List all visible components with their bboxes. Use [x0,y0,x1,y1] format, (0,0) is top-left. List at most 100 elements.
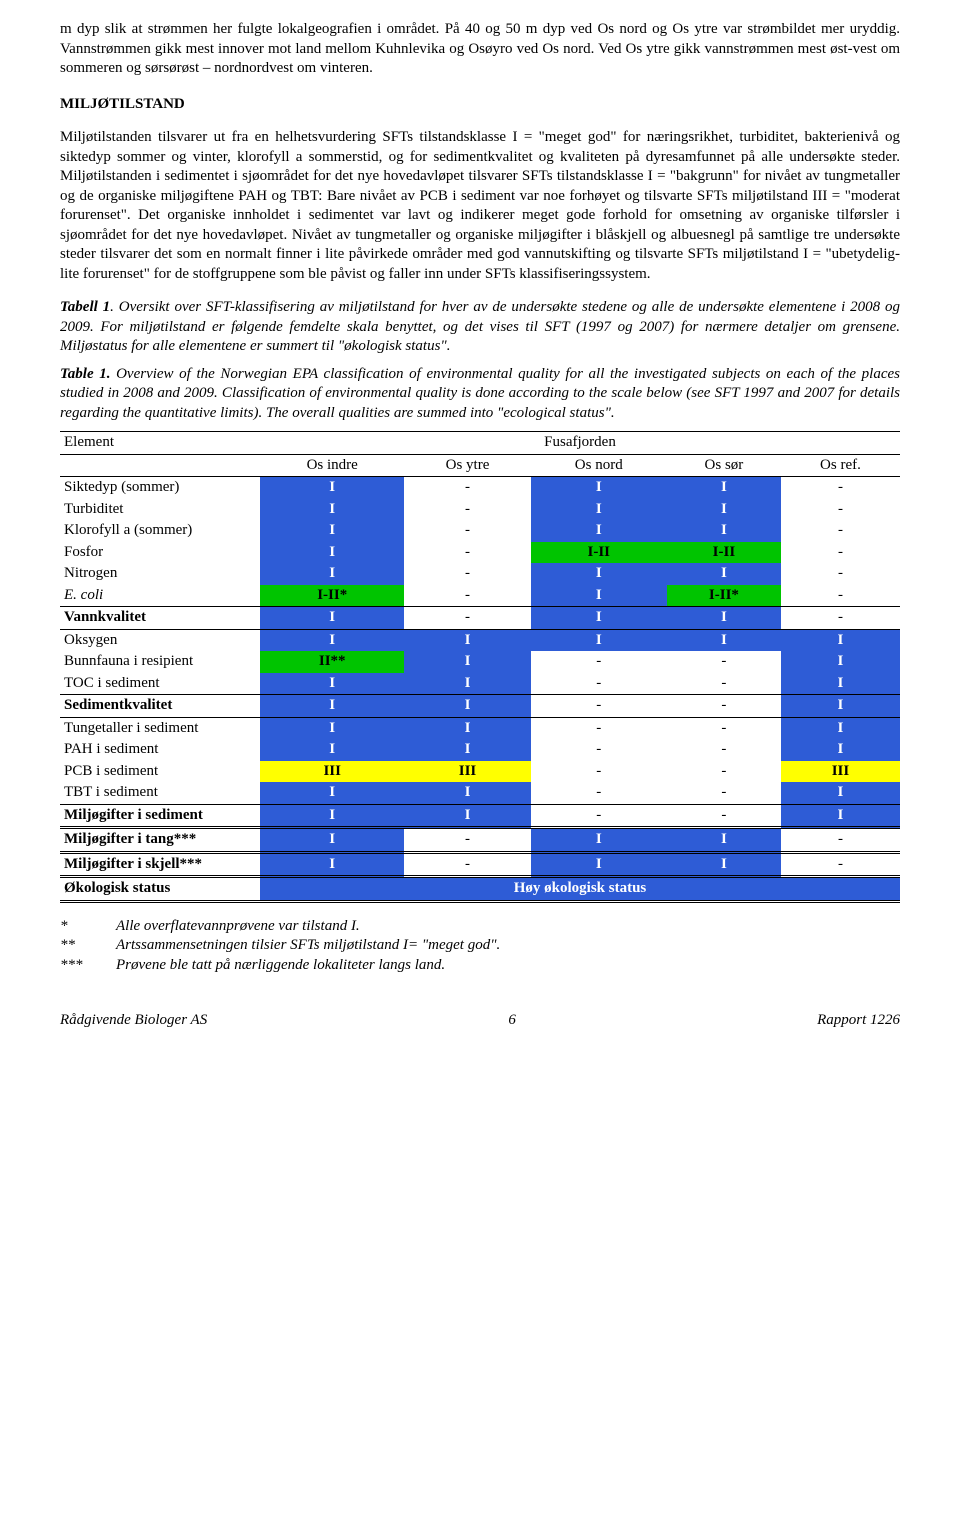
table-row: Bunnfauna i resipientII**I--I [60,651,900,673]
table-cell: I [260,629,404,651]
table-row: Miljøgifter i skjell***I-II- [60,852,900,877]
table-cell: - [531,782,667,804]
row-label: Vannkvalitet [60,607,260,630]
table-cell: I [260,804,404,828]
table-cell: - [667,673,781,695]
footnote-row: * Alle overflatevannprøvene var tilstand… [60,917,900,937]
table-cell: III [260,761,404,783]
table-cell: I [260,520,404,542]
table-cell: - [531,717,667,739]
table-cell: I [667,499,781,521]
page-footer: Rådgivende Biologer AS 6 Rapport 1226 [60,1011,900,1031]
table-cell: - [404,585,530,607]
table-cell: I [260,695,404,718]
footer-right: Rapport 1226 [817,1011,900,1031]
table-cell: I [260,852,404,877]
row-label: Turbiditet [60,499,260,521]
table-cell: - [404,542,530,564]
table-header: Element Fusafjorden [60,432,900,455]
table-cell: - [781,852,900,877]
row-label: PCB i sediment [60,761,260,783]
table-cell: - [404,607,530,630]
table-cell: - [404,499,530,521]
table-cell: I [667,607,781,630]
footnote-mark: *** [60,956,116,976]
table-cell: - [781,607,900,630]
table-cell: I [781,695,900,718]
table-row: VannkvalitetI-II- [60,607,900,630]
table-cell: I [260,477,404,499]
element-header: Element [60,432,260,455]
col-header: Os sør [667,454,781,477]
table-cell: I [781,629,900,651]
table-cell: I [667,563,781,585]
section-heading: MILJØTILSTAND [60,95,900,115]
table-cell: I [404,695,530,718]
caption-lead-en: Table 1. [60,366,110,382]
table-row: PCB i sedimentIIIIII--III [60,761,900,783]
table-cell: I [260,828,404,853]
footnotes: * Alle overflatevannprøvene var tilstand… [60,917,900,976]
table-cell: I [781,651,900,673]
table-cell: I [260,739,404,761]
table-cell: I [531,828,667,853]
footer-left: Rådgivende Biologer AS [60,1011,207,1031]
table-cell: I [260,499,404,521]
caption-norwegian: Tabell 1. Oversikt over SFT-klassifiseri… [60,298,900,357]
table-cell: I [781,673,900,695]
table-cell: - [781,542,900,564]
table-cell: I [531,585,667,607]
table-cell: - [781,563,900,585]
table-cell: I [531,563,667,585]
table-row: Tungetaller i sedimentII--I [60,717,900,739]
table-cell: I [531,520,667,542]
table-cell: I [260,673,404,695]
table-cell: I [781,804,900,828]
table-cell: I [667,852,781,877]
table-cell: I [781,717,900,739]
final-row: Økologisk status Høy økologisk status [60,877,900,902]
table-cell: - [781,477,900,499]
footnote-text: Alle overflatevannprøvene var tilstand I… [116,917,360,937]
table-cell: - [781,828,900,853]
intro-paragraph: m dyp slik at strømmen her fulgte lokalg… [60,20,900,79]
table-cell: - [667,804,781,828]
table-cell: - [531,695,667,718]
table-cell: I [667,828,781,853]
table-row: Siktedyp (sommer)I-II- [60,477,900,499]
table-cell: II** [260,651,404,673]
row-label: Tungetaller i sediment [60,717,260,739]
col-header: Os indre [260,454,404,477]
table-cell: I [531,499,667,521]
table-row: FosforI-I-III-II- [60,542,900,564]
row-label: Sedimentkvalitet [60,695,260,718]
row-label: Siktedyp (sommer) [60,477,260,499]
table-row: PAH i sedimentII--I [60,739,900,761]
table-cell: - [667,782,781,804]
table-cell: I [404,739,530,761]
row-label: Miljøgifter i skjell*** [60,852,260,877]
table-cell: - [667,695,781,718]
table-cell: I [404,673,530,695]
table-cell: I [404,782,530,804]
table-row: TOC i sedimentII--I [60,673,900,695]
row-label: TBT i sediment [60,782,260,804]
row-label: Bunnfauna i resipient [60,651,260,673]
row-label: Nitrogen [60,563,260,585]
environmental-table: Element FusafjordenOs indreOs ytreOs nor… [60,431,900,903]
col-header: Os nord [531,454,667,477]
table-cell: I [781,739,900,761]
footnote-row: ** Artssammensetningen tilsier SFTs milj… [60,936,900,956]
table-row: Miljøgifter i sedimentII--I [60,804,900,828]
table-cell: - [781,585,900,607]
table-cell: I-II [667,542,781,564]
table-cell: - [667,651,781,673]
table-row: E. coliI-II*-II-II*- [60,585,900,607]
row-label: PAH i sediment [60,739,260,761]
table-cell: - [667,739,781,761]
row-label: Oksygen [60,629,260,651]
table-cell: I [781,782,900,804]
table-row: NitrogenI-II- [60,563,900,585]
row-label: E. coli [60,585,260,607]
table-cell: - [404,828,530,853]
